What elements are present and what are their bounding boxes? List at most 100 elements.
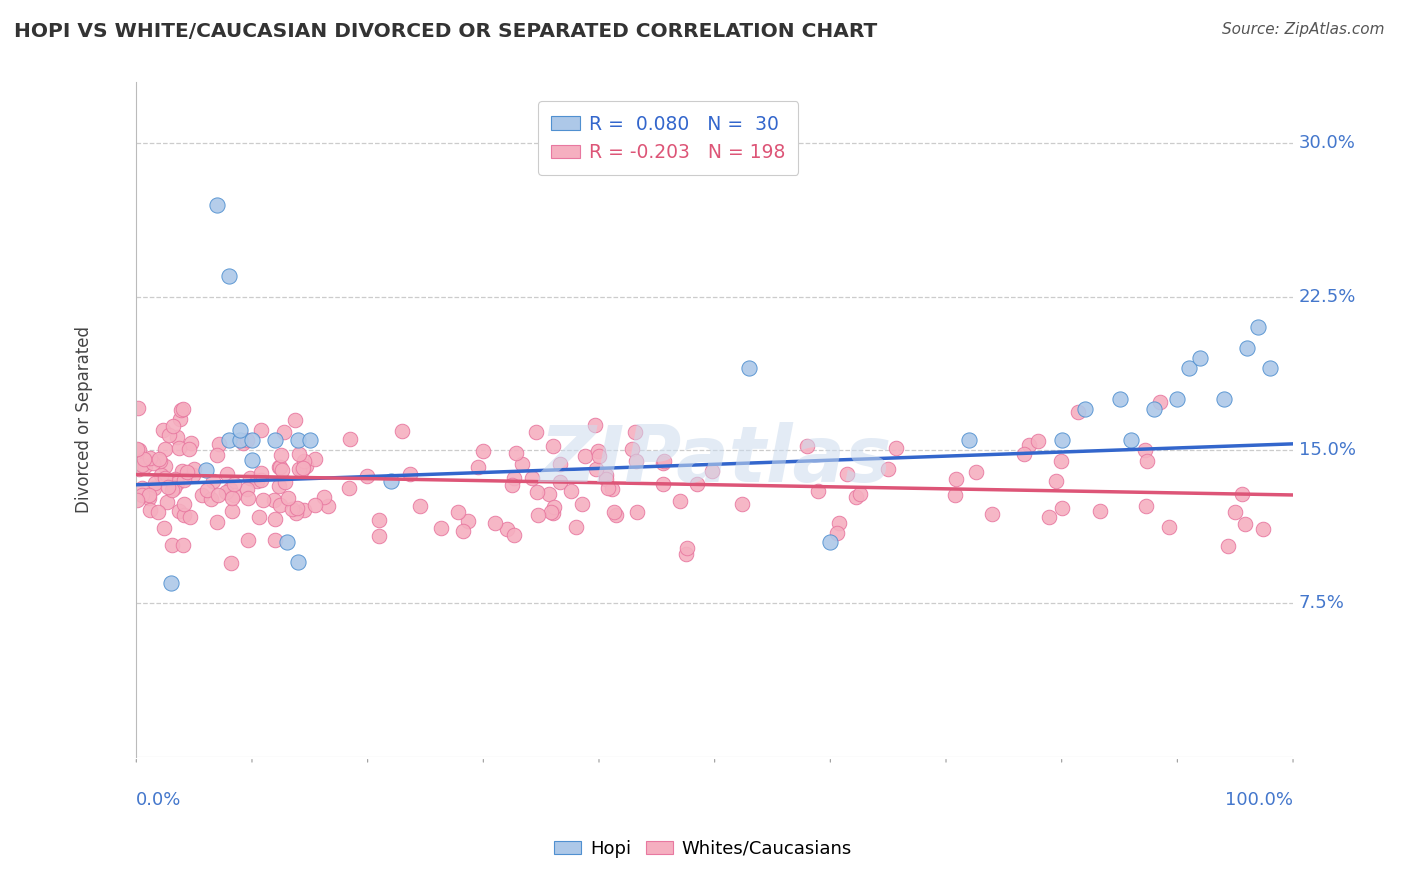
- Point: [503, 528, 526, 542]
- Text: HOPI VS WHITE/CAUCASIAN DIVORCED OR SEPARATED CORRELATION CHART: HOPI VS WHITE/CAUCASIAN DIVORCED OR SEPA…: [14, 22, 877, 41]
- Point: [269, 460, 291, 475]
- Point: [367, 513, 389, 527]
- Point: [583, 418, 606, 433]
- Point: [173, 473, 195, 487]
- Point: [291, 463, 314, 477]
- Point: [169, 412, 191, 426]
- Point: [138, 491, 160, 505]
- Point: [598, 481, 620, 495]
- Point: [156, 494, 179, 508]
- Point: [217, 467, 239, 481]
- Point: [267, 479, 290, 493]
- Point: [807, 484, 830, 499]
- Point: [148, 451, 170, 466]
- Point: [451, 524, 474, 539]
- Point: [207, 197, 229, 211]
- Point: [155, 471, 177, 485]
- Point: [738, 361, 761, 376]
- Point: [1052, 500, 1074, 515]
- Point: [139, 450, 162, 465]
- Point: [221, 491, 243, 506]
- Point: [200, 491, 222, 506]
- Point: [229, 423, 252, 437]
- Point: [166, 476, 188, 491]
- Point: [284, 413, 307, 427]
- Point: [273, 425, 295, 440]
- Point: [588, 443, 610, 458]
- Point: [194, 463, 217, 477]
- Point: [221, 504, 243, 518]
- Point: [252, 492, 274, 507]
- Point: [277, 491, 299, 506]
- Point: [652, 456, 675, 470]
- Point: [132, 452, 155, 467]
- Text: ZIPatlas: ZIPatlas: [538, 422, 891, 498]
- Point: [246, 475, 269, 489]
- Point: [356, 469, 378, 483]
- Point: [527, 508, 550, 523]
- Point: [820, 535, 842, 549]
- Point: [1050, 433, 1073, 447]
- Point: [287, 556, 309, 570]
- Point: [484, 516, 506, 530]
- Point: [1088, 503, 1111, 517]
- Point: [316, 499, 339, 513]
- Point: [224, 477, 246, 491]
- Point: [605, 508, 627, 522]
- Point: [183, 462, 205, 476]
- Point: [202, 475, 225, 489]
- Point: [197, 483, 219, 497]
- Point: [276, 535, 298, 549]
- Point: [1258, 361, 1281, 376]
- Point: [138, 488, 160, 502]
- Point: [172, 402, 194, 417]
- Point: [945, 488, 967, 502]
- Point: [291, 461, 314, 475]
- Point: [167, 504, 190, 518]
- Point: [1247, 320, 1270, 334]
- Point: [595, 468, 617, 483]
- Point: [1014, 447, 1036, 461]
- Point: [236, 491, 259, 505]
- Point: [142, 481, 165, 495]
- Point: [177, 442, 200, 457]
- Point: [139, 503, 162, 517]
- Point: [166, 430, 188, 444]
- Point: [849, 487, 872, 501]
- Point: [447, 505, 470, 519]
- Point: [236, 482, 259, 496]
- Point: [219, 482, 242, 496]
- Point: [181, 467, 204, 482]
- Point: [884, 441, 907, 455]
- Point: [472, 444, 495, 458]
- Point: [1074, 402, 1097, 417]
- Point: [142, 456, 165, 470]
- Point: [269, 460, 291, 475]
- Point: [218, 269, 240, 284]
- Point: [218, 433, 240, 447]
- Point: [430, 521, 453, 535]
- Point: [312, 490, 335, 504]
- Point: [526, 425, 548, 440]
- Point: [157, 480, 180, 494]
- Point: [287, 462, 309, 476]
- Point: [543, 439, 565, 453]
- Point: [537, 487, 560, 501]
- Point: [173, 497, 195, 511]
- Point: [134, 458, 156, 473]
- Point: [1045, 474, 1067, 488]
- Point: [1212, 392, 1234, 406]
- Point: [250, 473, 273, 487]
- Point: [380, 474, 402, 488]
- Point: [270, 448, 292, 462]
- Point: [620, 442, 643, 456]
- Point: [284, 507, 307, 521]
- Point: [526, 485, 548, 500]
- Text: Divorced or Separated: Divorced or Separated: [76, 326, 93, 513]
- Point: [651, 476, 673, 491]
- Point: [232, 435, 254, 450]
- Point: [149, 454, 172, 468]
- Point: [877, 461, 900, 475]
- Point: [1236, 341, 1258, 355]
- Point: [945, 472, 967, 486]
